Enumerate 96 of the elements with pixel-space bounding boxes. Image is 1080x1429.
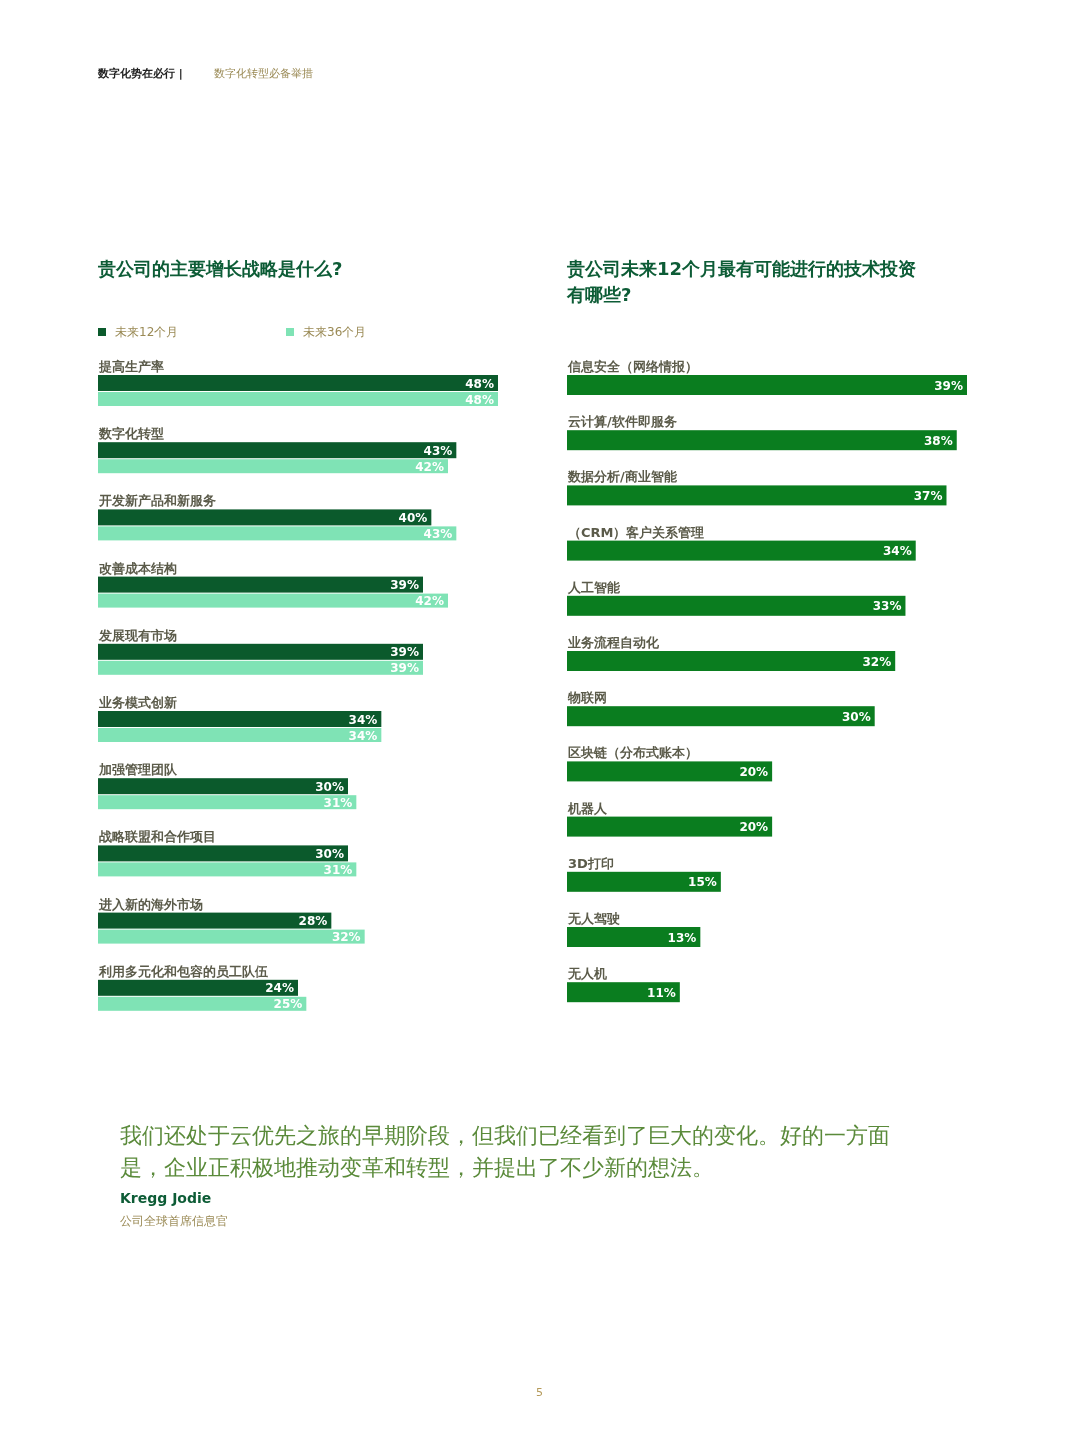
data-label: 38% xyxy=(924,433,953,448)
data-label: 39% xyxy=(934,378,963,393)
y-tick-label: 业务流程自动化 xyxy=(568,634,659,652)
data-label: 33% xyxy=(872,599,902,614)
data-label: 42% xyxy=(415,594,444,609)
y-tick-label: 战略联盟和合作项目 xyxy=(99,828,216,847)
y-tick-label: 云计算/软件即服务 xyxy=(568,413,677,432)
bar xyxy=(98,593,448,608)
bar xyxy=(98,576,423,593)
bar xyxy=(98,509,432,526)
bar xyxy=(567,540,916,561)
data-label: 32% xyxy=(331,930,361,945)
y-tick-label: 改善成本结构 xyxy=(99,559,177,578)
bar xyxy=(98,795,357,810)
data-label: 40% xyxy=(398,510,428,525)
bar xyxy=(98,442,457,459)
y-tick-label: 无人驾驶 xyxy=(568,910,620,928)
chart-title: 贵公司的主要增长战略是什么? xyxy=(98,257,344,281)
data-label: 42% xyxy=(415,459,444,474)
bar xyxy=(567,706,875,727)
bar xyxy=(98,459,448,474)
data-label: 37% xyxy=(913,488,943,503)
data-label: 34% xyxy=(882,544,912,559)
y-tick-label: 人工智能 xyxy=(568,578,620,597)
bar xyxy=(567,595,906,616)
y-tick-label: 发展现有市场 xyxy=(99,626,177,645)
text: 我们还处于云优先之旅的早期阶段，但我们已经看到了巨大的变化。好的一方面是，企业正积极地推动变革和转型，并提出了不少新的想法。 xyxy=(120,1122,891,1182)
bar xyxy=(567,982,680,1003)
bar xyxy=(567,430,957,451)
bar xyxy=(98,643,423,660)
data-label: 15% xyxy=(688,875,717,890)
data-label: 11% xyxy=(647,985,676,1000)
data-label: 34% xyxy=(348,712,378,727)
bar xyxy=(567,485,947,506)
bar xyxy=(98,979,298,996)
y-tick-label: 利用多元化和包容的员工队伍 xyxy=(99,962,268,981)
data-label: 34% xyxy=(348,728,378,743)
y-tick-label: 物联网 xyxy=(568,689,607,708)
y-tick-label: 开发新产品和新服务 xyxy=(99,492,216,511)
data-label: 32% xyxy=(862,654,892,669)
text: 数字化转型必备举措 xyxy=(214,66,313,81)
data-label: 31% xyxy=(323,795,353,810)
bar xyxy=(98,728,382,742)
text: 数字化势在必行 | xyxy=(98,66,183,81)
y-tick-label: 进入新的海外市场 xyxy=(99,895,203,914)
data-label: 48% xyxy=(465,376,494,391)
bar xyxy=(567,375,967,395)
bar xyxy=(567,927,701,947)
chart-title: 贵公司未来12个月最有可能进行的技术投资有哪些? xyxy=(567,257,918,307)
data-label: 20% xyxy=(739,764,769,779)
bar xyxy=(98,660,423,675)
y-tick-label: 业务模式创新 xyxy=(99,694,177,712)
bar xyxy=(567,871,721,892)
y-tick-label: 3D打印 xyxy=(568,854,614,873)
legend-label: 未来12个月 xyxy=(115,324,179,341)
bar xyxy=(98,929,365,944)
text: 5 xyxy=(536,1386,543,1399)
data-label: 30% xyxy=(315,846,344,861)
bar xyxy=(98,845,348,862)
bar xyxy=(567,761,773,782)
bar xyxy=(98,375,498,391)
y-tick-label: 无人机 xyxy=(568,965,607,984)
data-label: 31% xyxy=(323,862,353,877)
bar xyxy=(98,778,348,795)
text: 公司全球首席信息官 xyxy=(120,1213,228,1230)
data-label: 24% xyxy=(265,981,294,996)
y-tick-label: 数字化转型 xyxy=(99,425,164,444)
legend-label: 未来36个月 xyxy=(303,324,367,341)
data-label: 20% xyxy=(739,820,769,835)
data-label: 43% xyxy=(423,526,453,541)
data-label: 43% xyxy=(423,443,453,458)
y-tick-label: 提高生产率 xyxy=(99,358,164,376)
bar xyxy=(98,862,357,877)
bar xyxy=(98,912,332,929)
data-label: 30% xyxy=(841,709,871,724)
y-tick-label: 区块链（分布式账本） xyxy=(568,744,698,763)
bar xyxy=(98,996,307,1011)
bar xyxy=(98,392,498,406)
data-label: 30% xyxy=(315,779,344,794)
text: Kregg Jodie xyxy=(120,1190,212,1206)
bar xyxy=(567,816,773,837)
y-tick-label: 机器人 xyxy=(568,799,607,818)
y-tick-label: 数据分析/商业智能 xyxy=(568,468,677,487)
data-label: 39% xyxy=(390,661,419,676)
y-tick-label: （CRM）客户关系管理 xyxy=(568,523,705,542)
data-label: 48% xyxy=(465,392,494,407)
data-label: 13% xyxy=(667,930,697,945)
data-label: 28% xyxy=(298,914,328,929)
data-label: 39% xyxy=(390,578,419,593)
y-tick-label: 信息安全（网络情报） xyxy=(568,358,698,376)
data-label: 39% xyxy=(390,645,419,660)
bar xyxy=(98,526,457,541)
data-label: 25% xyxy=(273,997,303,1012)
y-tick-label: 加强管理团队 xyxy=(99,761,177,780)
bar xyxy=(98,711,382,727)
bar xyxy=(567,651,896,671)
